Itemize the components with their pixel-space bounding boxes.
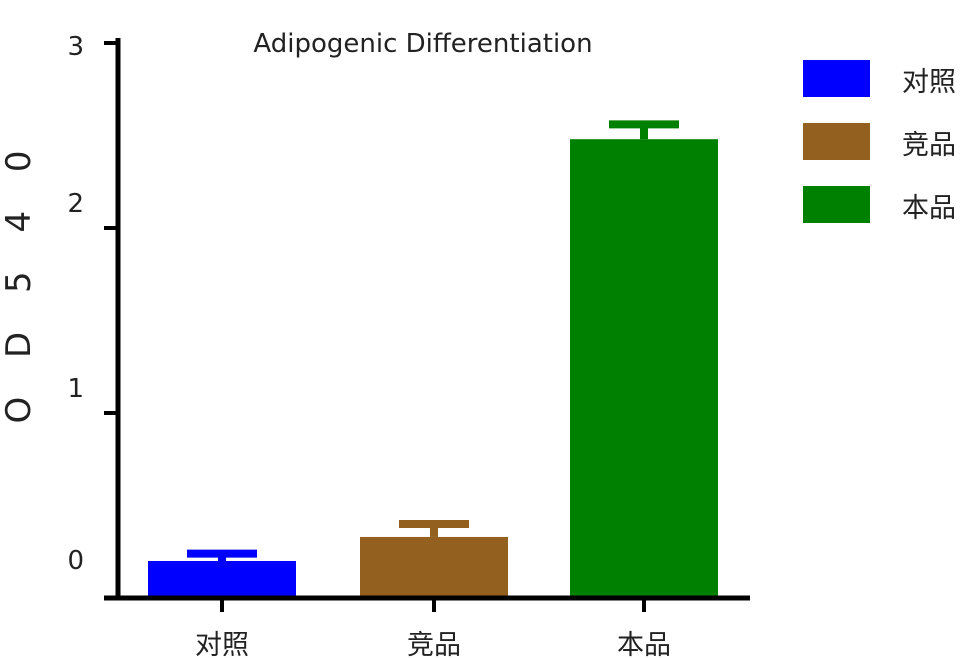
y-tick-label-3: 3 [67, 32, 84, 62]
y-tick-label-2: 2 [67, 189, 84, 219]
error-bars-layer [187, 120, 679, 561]
y-tick-label-1: 1 [67, 374, 84, 404]
bar-3 [570, 139, 718, 598]
legend-swatch-3 [803, 186, 870, 223]
legend-swatch-2 [803, 123, 870, 160]
x-tick-label-2: 竞品 [407, 630, 461, 658]
bars-layer [148, 139, 718, 598]
axes: 对照 竞品 本品 0 1 2 3 [67, 32, 750, 658]
x-tick-label-1: 对照 [195, 630, 249, 658]
chart-title: Adipogenic Differentiation [253, 29, 592, 59]
bar-1 [148, 561, 296, 598]
bar-2 [360, 536, 508, 598]
legend-label-3: 本品 [902, 193, 956, 224]
legend-swatch-1 [803, 60, 870, 97]
y-axis-label: O D 5 4 0 [0, 136, 39, 423]
x-tick-label-3: 本品 [617, 630, 671, 658]
y-tick-label-0: 0 [67, 546, 84, 576]
legend-label-2: 竞品 [902, 130, 956, 161]
legend-label-1: 对照 [902, 67, 956, 98]
